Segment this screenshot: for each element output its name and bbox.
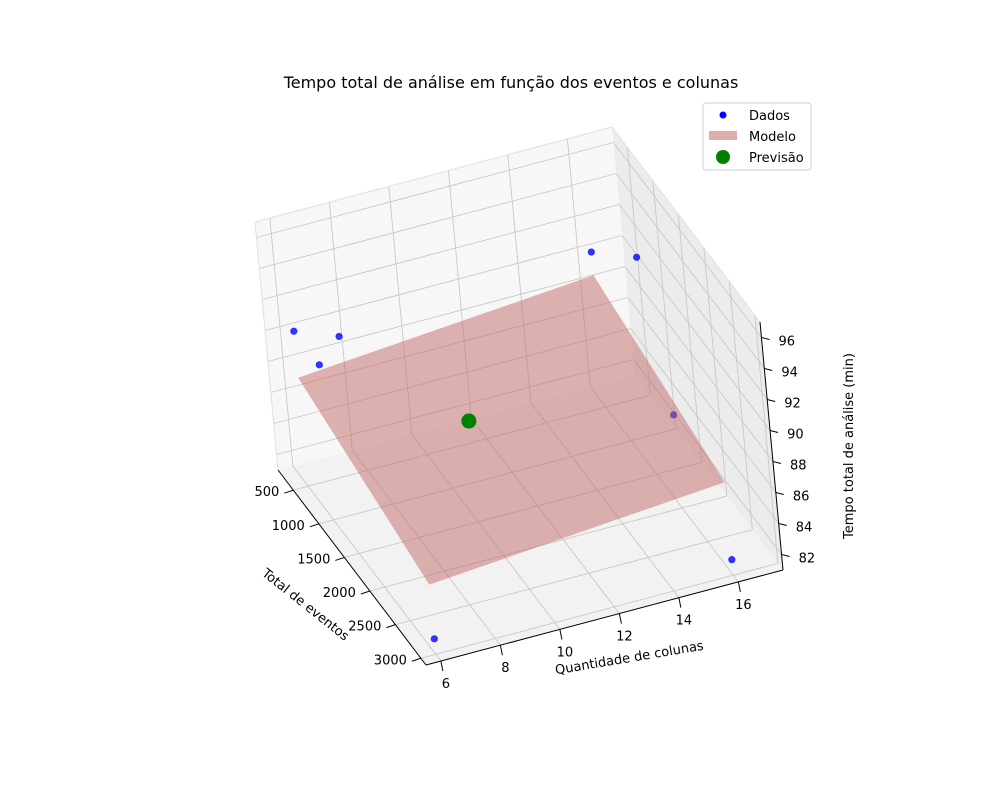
x-tick-label: 500 bbox=[254, 485, 279, 500]
x-tick bbox=[335, 556, 345, 561]
data-point bbox=[315, 361, 323, 369]
grid-line bbox=[267, 266, 626, 362]
grid-line bbox=[256, 142, 614, 238]
z-tick-label: 86 bbox=[793, 490, 810, 505]
grid-line bbox=[615, 173, 765, 369]
data-point bbox=[430, 635, 438, 643]
grid-line bbox=[259, 173, 617, 269]
legend-label-modelo: Modelo bbox=[749, 130, 796, 145]
data-point bbox=[290, 327, 298, 335]
z-tick bbox=[769, 430, 779, 433]
grid-line bbox=[292, 465, 442, 662]
y-tick bbox=[737, 581, 741, 592]
grid-line bbox=[626, 147, 651, 396]
grid-line bbox=[264, 235, 623, 331]
x-axis-label: Total de eventos bbox=[258, 566, 352, 645]
grid-line bbox=[262, 204, 620, 300]
model-surface bbox=[298, 275, 725, 585]
z-tick bbox=[761, 337, 770, 340]
legend-box bbox=[702, 102, 812, 171]
data-point bbox=[632, 253, 641, 261]
legend-marker-dados bbox=[719, 111, 727, 119]
axis-lines bbox=[277, 321, 784, 666]
x-tick-label: 1000 bbox=[272, 519, 305, 534]
x-tick-label: 2000 bbox=[323, 586, 356, 601]
grid-line bbox=[703, 247, 728, 497]
z-tick-label: 96 bbox=[778, 335, 795, 350]
y-tick-label: 10 bbox=[557, 645, 574, 660]
pane-edge bbox=[611, 126, 761, 323]
grid-line bbox=[618, 204, 768, 400]
z-tick bbox=[781, 554, 790, 557]
tick-labels: 500 1000 1500 2000 2500 3000 6 8 10 12 14 16 82 84 86 8… bbox=[254, 335, 815, 693]
pane-edge bbox=[254, 126, 613, 223]
side-pane bbox=[612, 127, 783, 570]
z-axis-line bbox=[759, 321, 784, 571]
grid-line bbox=[630, 328, 780, 524]
grid-line bbox=[621, 235, 771, 431]
grid-line bbox=[420, 562, 779, 659]
prediction-point bbox=[461, 413, 477, 429]
z-axis-label: Tempo total de análise (min) bbox=[842, 353, 857, 540]
legend-marker-previsao bbox=[716, 150, 730, 164]
z-tick-label: 92 bbox=[784, 397, 801, 412]
z-tick bbox=[767, 399, 776, 402]
grid-line bbox=[613, 142, 762, 338]
tick-marks bbox=[284, 337, 790, 672]
y-tick bbox=[440, 660, 444, 672]
grid-line bbox=[652, 180, 677, 429]
legend-label-previsao: Previsão bbox=[749, 151, 804, 166]
z-tick-label: 84 bbox=[796, 521, 813, 536]
pane-edge bbox=[254, 221, 279, 471]
z-tick-label: 90 bbox=[787, 428, 804, 443]
y-axis-line bbox=[425, 569, 784, 666]
x-tick bbox=[386, 624, 396, 629]
y-tick-label: 14 bbox=[676, 614, 693, 629]
grid-line bbox=[728, 281, 753, 530]
grid-line bbox=[269, 218, 294, 467]
y-tick-label: 16 bbox=[735, 598, 752, 613]
grid-line bbox=[624, 266, 774, 462]
data-point bbox=[728, 556, 736, 564]
y-tick bbox=[499, 645, 503, 656]
x-tick-label: 2500 bbox=[348, 620, 381, 635]
x-tick-label: 3000 bbox=[374, 653, 407, 668]
z-tick-label: 94 bbox=[781, 366, 798, 381]
data-layer bbox=[290, 248, 736, 643]
y-tick bbox=[618, 613, 622, 624]
x-tick bbox=[284, 489, 294, 494]
chart-title: Tempo total de análise em função dos eve… bbox=[283, 73, 739, 92]
grid-line bbox=[627, 297, 777, 493]
y-tick-label: 6 bbox=[442, 677, 450, 692]
z-tick bbox=[775, 492, 784, 495]
x-tick bbox=[360, 590, 371, 595]
y-tick bbox=[678, 597, 682, 608]
x-tick-label: 1500 bbox=[297, 552, 330, 567]
z-tick bbox=[778, 523, 787, 526]
z-tick-label: 82 bbox=[799, 552, 816, 567]
grid-line bbox=[395, 529, 753, 626]
data-point bbox=[587, 248, 595, 256]
x-tick bbox=[309, 523, 319, 528]
legend-label-dados: Dados bbox=[749, 109, 790, 124]
data-point bbox=[335, 332, 343, 341]
y-tick-label: 12 bbox=[616, 630, 633, 645]
x-tick bbox=[411, 657, 422, 662]
grid-line bbox=[677, 214, 702, 463]
z-tick bbox=[764, 368, 773, 371]
y-tick bbox=[559, 629, 563, 640]
x-axis-line bbox=[277, 469, 427, 666]
grid-line bbox=[754, 315, 779, 564]
z-tick-label: 88 bbox=[790, 459, 807, 474]
y-axis-label: Quantidade de colunas bbox=[554, 639, 705, 679]
y-tick-label: 8 bbox=[501, 661, 509, 676]
legend-marker-modelo bbox=[709, 131, 737, 140]
z-tick bbox=[772, 461, 782, 464]
legend: Dados Modelo Previsão bbox=[702, 102, 812, 171]
